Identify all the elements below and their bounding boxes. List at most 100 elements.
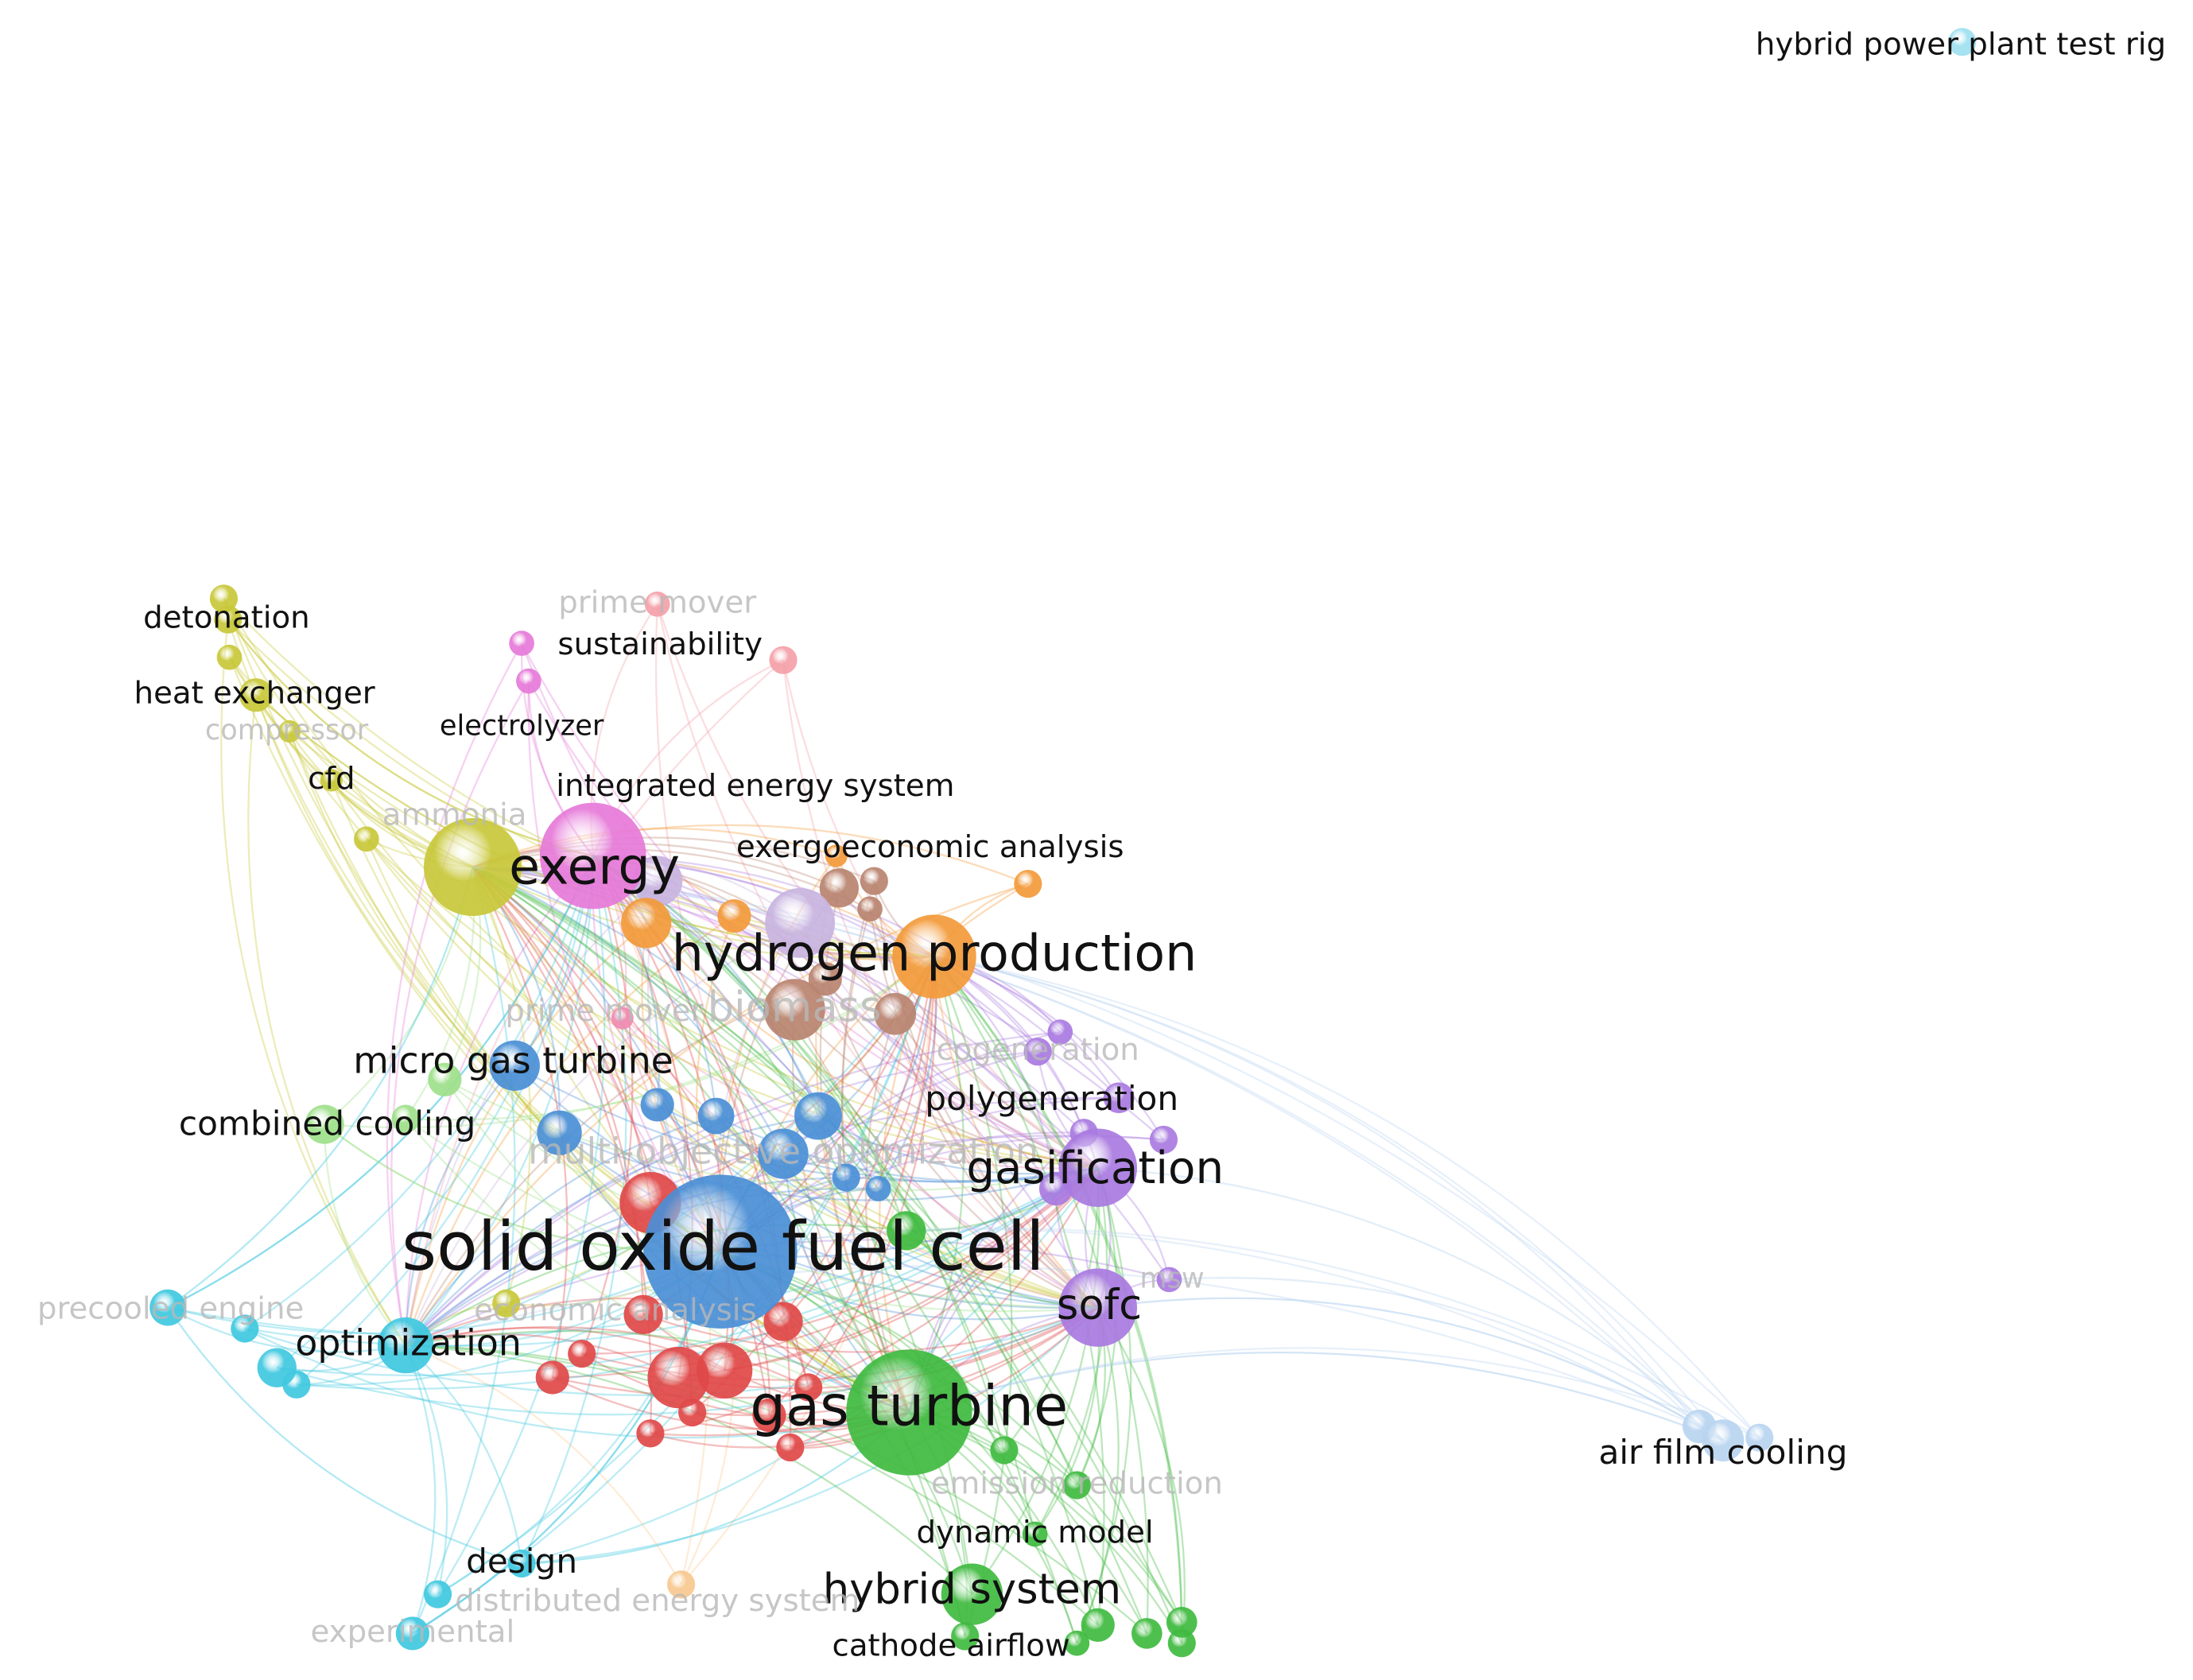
edge [824,978,1099,1309]
edge [472,866,1724,1441]
edge [227,619,721,1253]
edge [472,866,1099,1309]
edge [472,836,875,883]
edge [277,1166,1099,1377]
node [209,584,239,613]
node [216,644,243,670]
node [1014,870,1042,898]
node [647,1346,709,1409]
node [1156,1267,1182,1293]
node-label: integrated energy system [556,768,954,804]
edge [472,866,1183,1644]
edge [873,880,1099,1309]
node [874,992,917,1035]
edge [405,1187,879,1346]
edge [724,1166,1099,1372]
edge [404,922,647,1346]
node-label: ammonia [382,797,527,833]
node [1745,1423,1774,1452]
edge [472,866,1760,1439]
edge [167,867,474,1309]
node-label: combined cooling [179,1104,475,1143]
edge [406,1344,973,1596]
edge [592,855,1006,1451]
node-label: design [466,1542,577,1581]
node [636,1419,665,1448]
edge [365,838,1099,1309]
node [516,668,541,694]
edge [645,922,1098,1169]
node [794,1373,823,1402]
node [1058,1268,1138,1347]
node [278,720,301,743]
edge [794,1009,1099,1309]
node-label: msw [1139,1262,1204,1294]
edge [720,1227,1760,1439]
edge [406,1344,1148,1635]
edge [472,866,653,1434]
edge [405,1344,682,1585]
edge [366,838,1098,1169]
edge [406,956,935,1121]
edge [868,909,1099,1309]
edge [404,1065,516,1346]
node-label: heat exchanger [134,676,375,712]
node [990,1436,1019,1465]
edge [908,1347,1760,1439]
edge [521,856,627,1564]
edge [228,657,1099,1309]
edge [296,856,594,1386]
edge [1097,1166,1724,1441]
edge [841,880,910,1413]
node [1064,1630,1090,1656]
node-label: distributed energy system [455,1583,860,1619]
edge [621,1017,1098,1309]
edge [521,642,1099,1169]
node [717,898,751,933]
edge [908,1351,1724,1441]
node-label: dynamic model [917,1515,1154,1550]
edge [933,955,1700,1427]
node [825,844,848,867]
node [568,1340,596,1368]
edge [444,1078,1098,1192]
edge [323,1124,406,1346]
edge [552,1306,1099,1399]
edge [227,619,594,857]
node [794,1092,842,1140]
node [632,856,683,906]
labels: hybrid power plant test rig detonation hea… [37,27,2166,1664]
node [696,1342,753,1399]
edge [472,866,966,1637]
node [537,1110,582,1155]
edge [167,856,594,1309]
edge [622,1017,1098,1170]
edge [405,921,801,1346]
edge [527,681,1099,1169]
node [620,898,672,949]
edge [227,619,594,857]
edge [244,856,594,1329]
edge [933,955,1760,1438]
node [623,1294,663,1335]
edge [1097,1297,1724,1441]
edge [790,1167,1099,1449]
edge [1076,1167,1132,1644]
node [819,868,859,908]
edge [472,866,809,1388]
edge [411,867,516,1634]
node-label: sofc [1057,1281,1142,1329]
node [492,1289,521,1317]
node [865,1176,891,1201]
edge [472,843,840,889]
node [391,1104,420,1133]
node [941,1563,1003,1625]
edge [521,642,1099,1309]
edge [1169,1276,1724,1441]
node [1948,28,1977,56]
edge [794,1009,1098,1169]
node [423,1580,452,1608]
edge [390,681,530,1346]
edge [933,956,1183,1623]
edge [244,1166,1099,1348]
